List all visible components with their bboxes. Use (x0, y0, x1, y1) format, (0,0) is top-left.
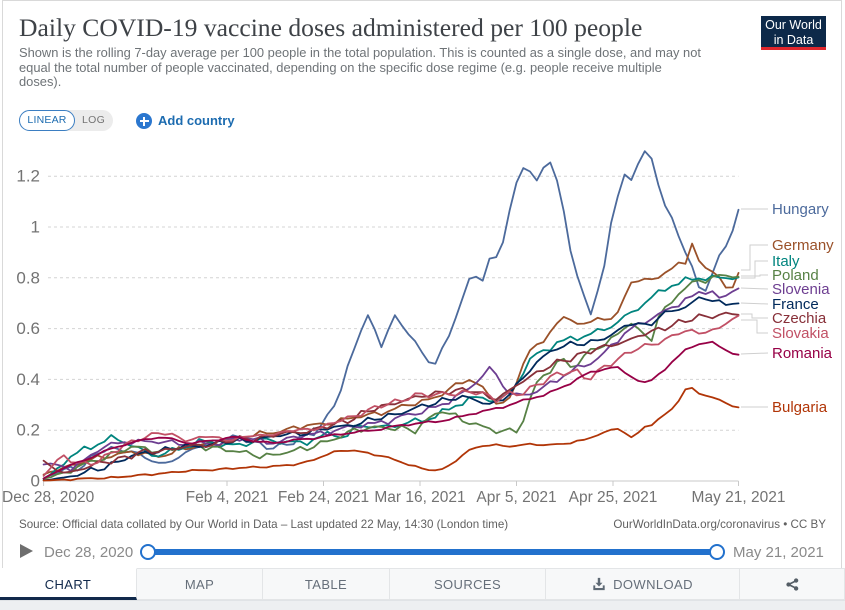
svg-text:Apr 5, 2021: Apr 5, 2021 (476, 489, 556, 506)
svg-text:Apr 25, 2021: Apr 25, 2021 (569, 489, 658, 506)
svg-text:Germany: Germany (772, 237, 834, 254)
svg-text:0.8: 0.8 (16, 268, 40, 287)
svg-text:Slovenia: Slovenia (772, 281, 830, 298)
svg-text:0: 0 (31, 472, 40, 491)
svg-text:May 21, 2021: May 21, 2021 (692, 489, 786, 506)
svg-text:Bulgaria: Bulgaria (772, 399, 828, 416)
svg-text:France: France (772, 296, 819, 313)
svg-text:Poland: Poland (772, 267, 819, 284)
svg-text:0.4: 0.4 (16, 370, 40, 389)
svg-text:Mar 16, 2021: Mar 16, 2021 (374, 489, 465, 506)
svg-text:Italy: Italy (772, 253, 800, 270)
svg-text:Feb 24, 2021: Feb 24, 2021 (278, 489, 369, 506)
svg-text:Dec 28, 2020: Dec 28, 2020 (2, 489, 95, 506)
svg-text:Hungary: Hungary (772, 201, 829, 218)
svg-text:Czechia: Czechia (772, 310, 827, 327)
svg-text:1.2: 1.2 (16, 167, 40, 186)
svg-text:Slovakia: Slovakia (772, 325, 829, 342)
svg-text:0.6: 0.6 (16, 319, 40, 338)
svg-text:0.2: 0.2 (16, 421, 40, 440)
svg-text:Romania: Romania (772, 345, 833, 362)
svg-text:Feb 4, 2021: Feb 4, 2021 (186, 489, 269, 506)
svg-text:1: 1 (31, 218, 40, 237)
